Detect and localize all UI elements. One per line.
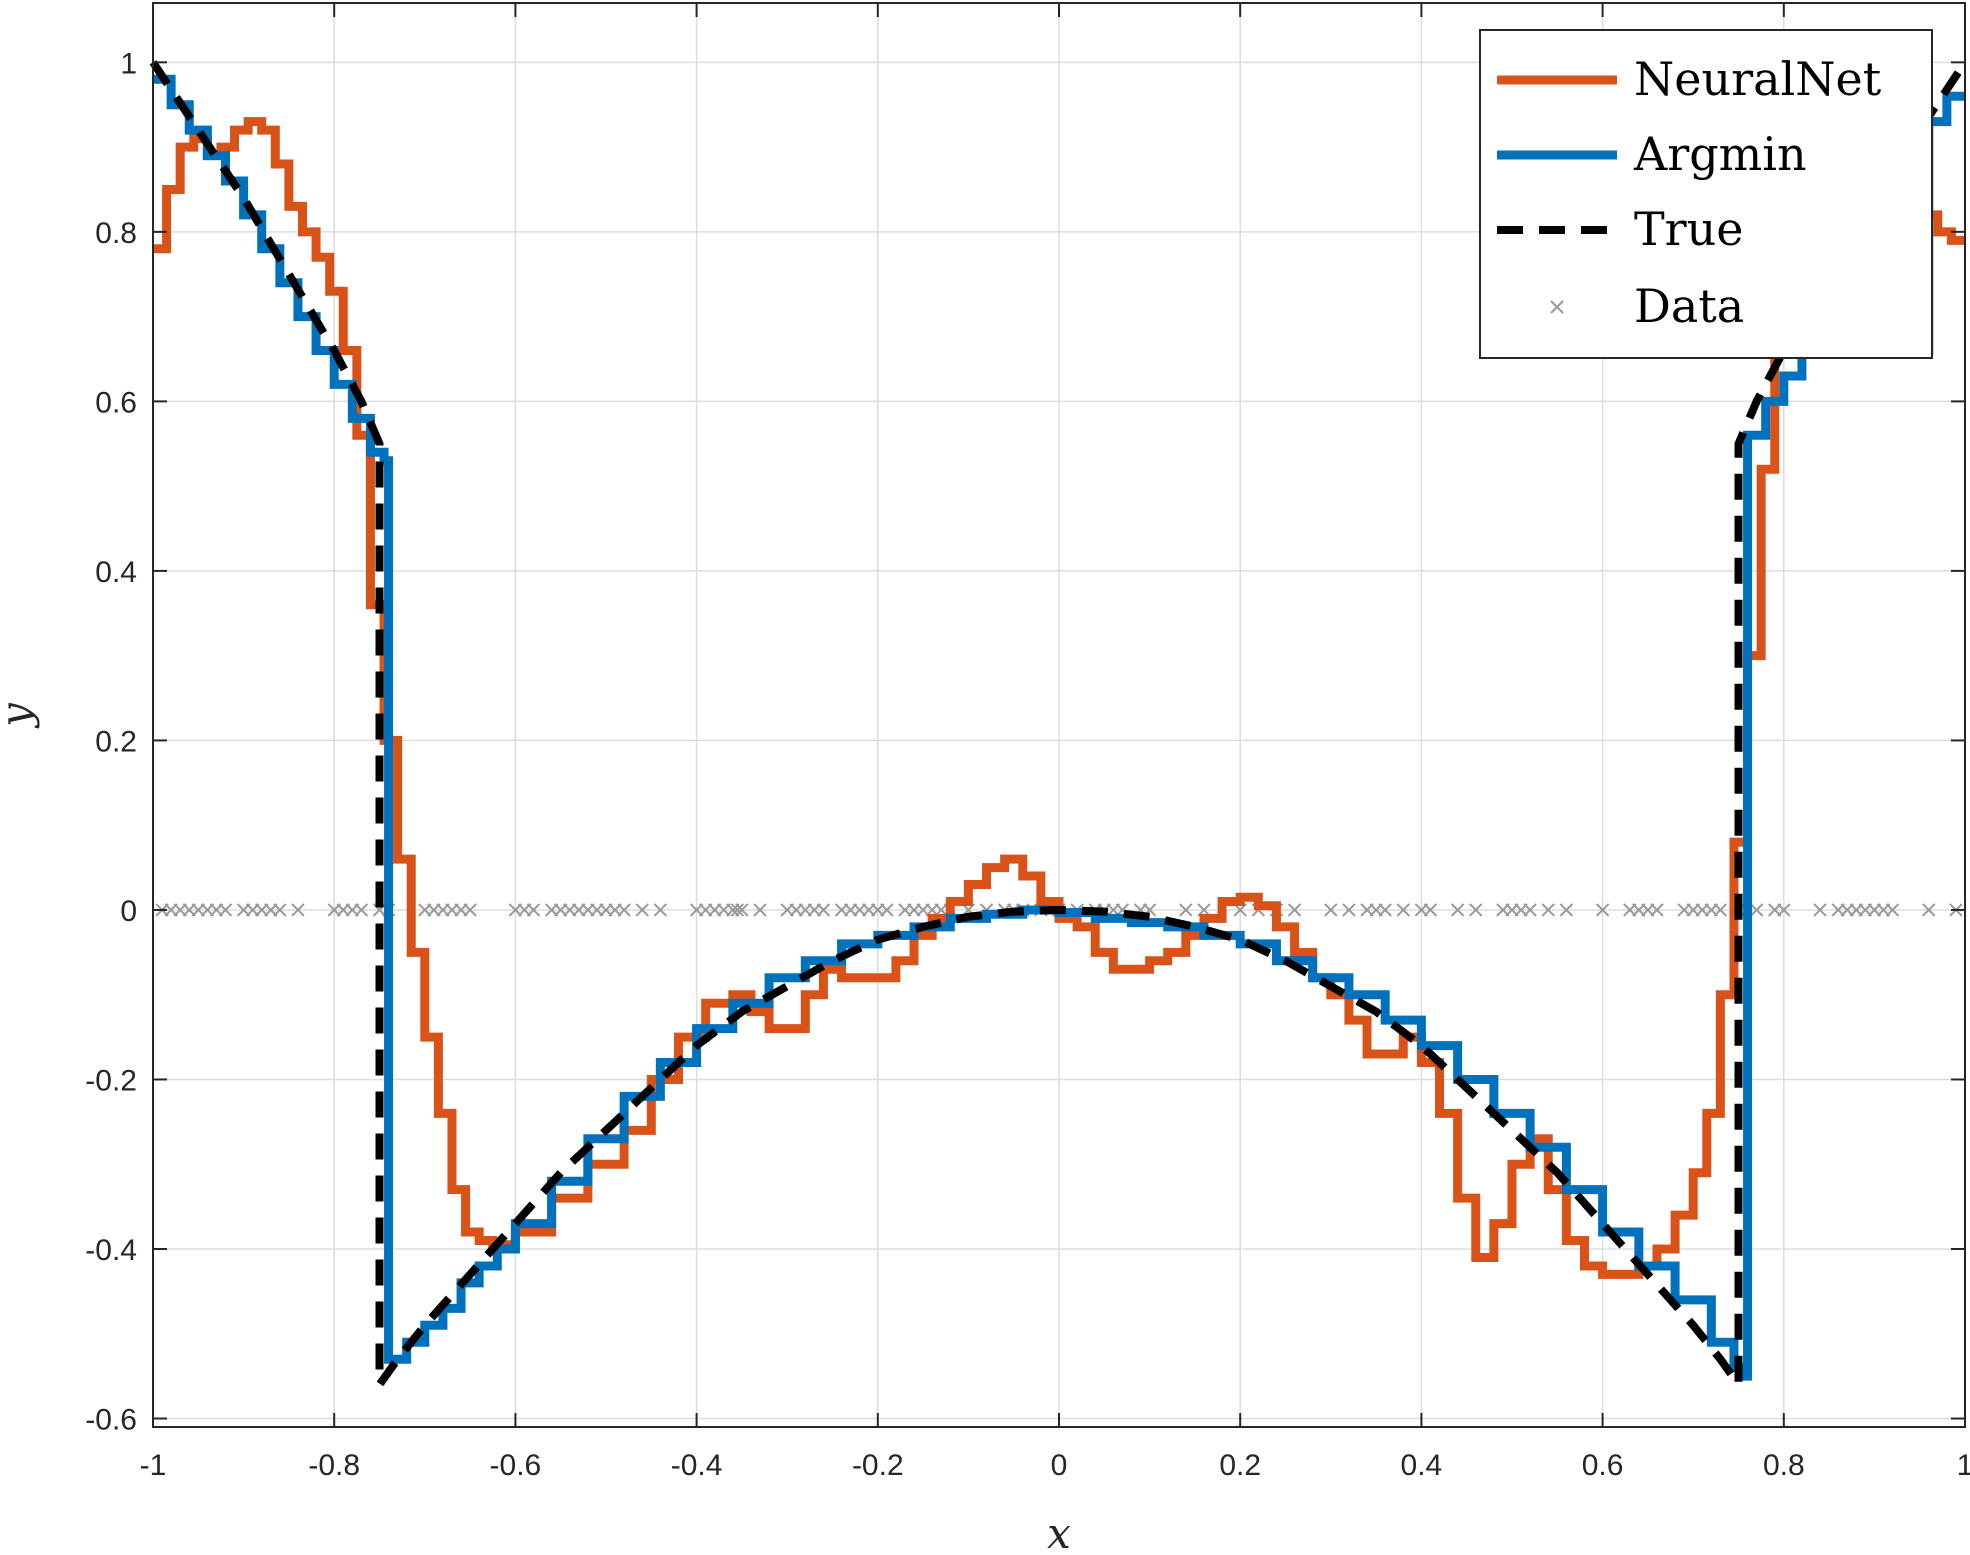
x-axis: -1 -0.8 -0.6 -0.4 -0.2 0 0.2 0.4 0.6 0.8 1	[140, 3, 1970, 1482]
data-point	[1324, 903, 1338, 917]
y-tick-label: -0.6	[85, 1404, 137, 1437]
series-layer	[149, 60, 1969, 1398]
y-tick-label: -0.2	[85, 1064, 137, 1097]
legend-swatch-data	[1550, 300, 1564, 314]
y-tick-label: 0.8	[95, 217, 137, 250]
y-tick-label: 1	[120, 47, 137, 80]
x-tick-label: 0.4	[1401, 1449, 1443, 1482]
data-point	[1450, 903, 1465, 917]
data-point	[463, 903, 477, 917]
data-point	[653, 903, 668, 917]
y-tick-label: -0.4	[85, 1234, 137, 1267]
data-point	[218, 903, 233, 917]
legend-box	[1479, 29, 1933, 359]
data-point	[526, 903, 541, 917]
data-point	[1523, 903, 1537, 917]
data-point	[1922, 903, 1936, 917]
legend-label-true: True	[1634, 202, 1744, 256]
data-point	[1469, 903, 1483, 917]
data-point	[1378, 903, 1392, 917]
data-point	[730, 903, 745, 917]
data-point	[1749, 903, 1764, 917]
data-point	[291, 903, 305, 917]
x-tick-label: 0.2	[1219, 1449, 1261, 1482]
data-point	[1777, 903, 1791, 917]
y-axis-label: y	[0, 702, 40, 729]
data-point	[880, 903, 894, 917]
y-axis: -0.6 -0.4 -0.2 0 0.2 0.4 0.6 0.8 1	[85, 47, 1965, 1437]
data-point	[635, 903, 649, 917]
series-line-true	[149, 60, 1969, 1398]
x-tick-label: -0.8	[308, 1449, 360, 1482]
data-point	[1713, 903, 1728, 917]
data-point	[354, 903, 369, 917]
y-tick-label: 0.4	[95, 556, 137, 589]
data-point	[1541, 903, 1555, 917]
x-tick-label: 0.6	[1582, 1449, 1624, 1482]
y-tick-label: 0.6	[95, 386, 137, 419]
data-point	[1342, 903, 1356, 917]
x-tick-label: -0.6	[490, 1449, 542, 1482]
x-tick-label: -0.4	[671, 1449, 723, 1482]
legend-label-argmin: Argmin	[1633, 127, 1807, 181]
x-tick-label: 0	[1051, 1449, 1068, 1482]
data-point	[1813, 903, 1827, 917]
data-point	[1423, 903, 1438, 917]
legend: NeuralNet Argmin True Data	[1479, 29, 1933, 359]
data-point	[1595, 903, 1610, 917]
data-point	[1396, 903, 1410, 917]
legend-marker-x	[1550, 300, 1564, 314]
data-point	[753, 903, 767, 917]
x-tick-label: -0.2	[852, 1449, 904, 1482]
data-point	[273, 903, 287, 917]
x-axis-label: x	[1047, 1509, 1071, 1555]
y-tick-label: 0	[120, 895, 137, 928]
x-tick-label: 0.8	[1763, 1449, 1805, 1482]
legend-label-neuralnet: NeuralNet	[1634, 52, 1882, 106]
data-point	[816, 903, 831, 917]
y-tick-label: 0.2	[95, 725, 137, 758]
data-point	[1650, 903, 1664, 917]
data-point	[1287, 903, 1302, 917]
x-tick-label: 1	[1957, 1449, 1970, 1482]
data-point	[617, 903, 631, 917]
data-point	[1179, 903, 1193, 917]
data-point	[735, 903, 749, 917]
x-tick-label: -1	[140, 1449, 167, 1482]
data-point	[1885, 903, 1900, 917]
legend-label-data: Data	[1634, 279, 1744, 333]
data-point	[1559, 903, 1574, 917]
